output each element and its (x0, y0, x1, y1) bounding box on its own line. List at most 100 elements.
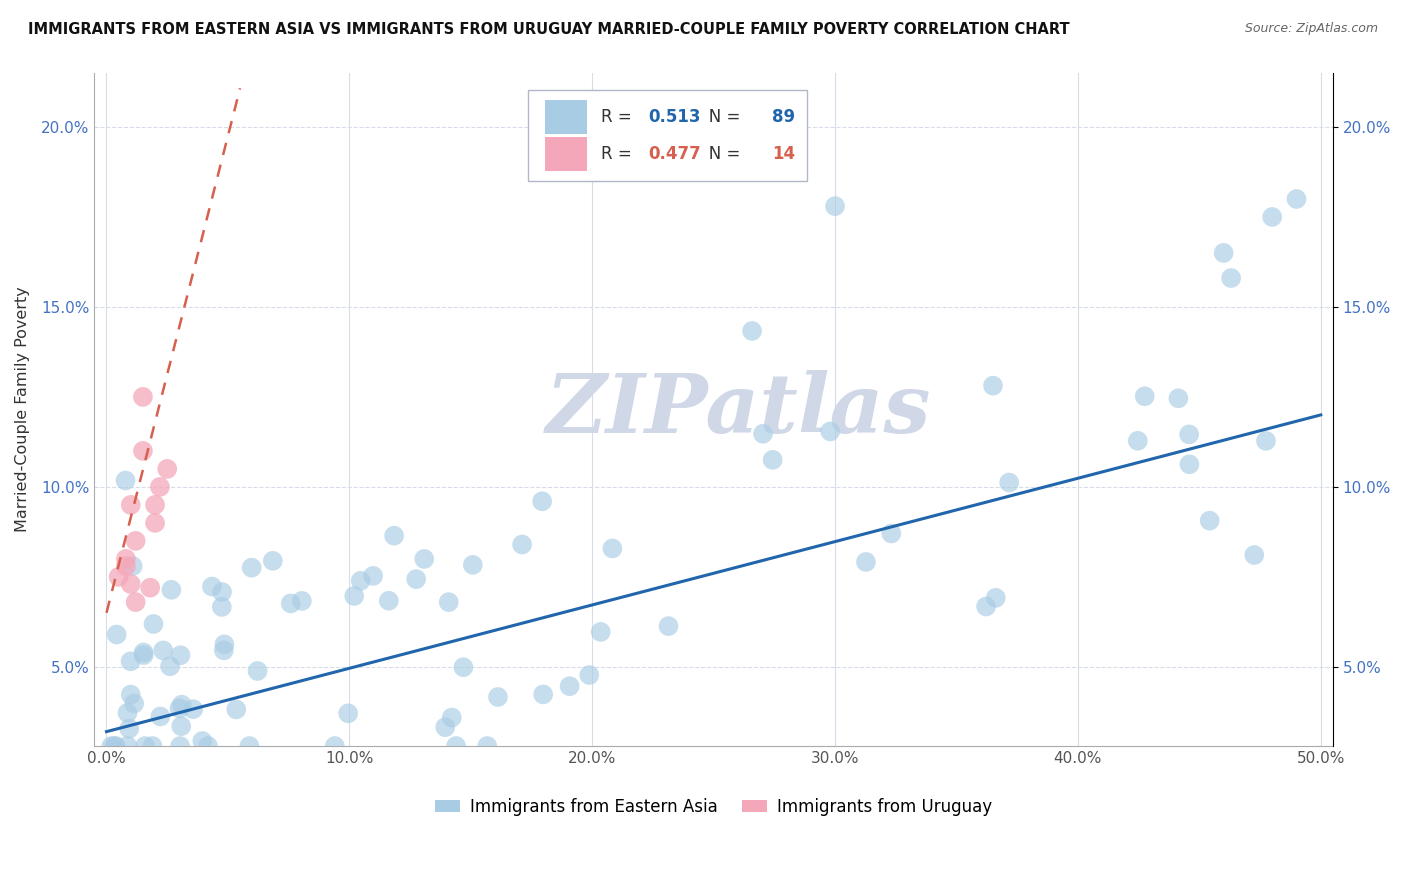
Point (170, 719, 193, 733)
Point (132, 443, 155, 458)
Point (477, 739, 499, 753)
Point (291, 594, 314, 608)
Point (1126, 434, 1149, 448)
Text: Source: ZipAtlas.com: Source: ZipAtlas.com (1244, 22, 1378, 36)
Point (337, 706, 360, 721)
Point (159, 659, 181, 673)
Point (444, 739, 467, 753)
Point (350, 574, 373, 588)
Point (461, 558, 484, 572)
Point (531, 494, 554, 508)
Point (120, 688, 142, 702)
Point (149, 709, 172, 723)
Point (741, 324, 763, 338)
Point (880, 526, 903, 541)
Text: N =: N = (693, 108, 745, 126)
Text: R =: R = (600, 108, 637, 126)
Point (120, 577, 142, 591)
Point (124, 533, 146, 548)
Point (132, 645, 155, 659)
Point (1178, 427, 1201, 442)
Point (280, 596, 302, 610)
Point (1243, 548, 1265, 562)
Point (160, 582, 183, 597)
Point (405, 572, 427, 586)
Point (122, 697, 145, 711)
Point (434, 720, 457, 734)
Point (1167, 392, 1189, 406)
Point (981, 378, 1004, 392)
Text: IMMIGRANTS FROM EASTERN ASIA VS IMMIGRANTS FROM URUGUAY MARRIED-COUPLE FAMILY PO: IMMIGRANTS FROM EASTERN ASIA VS IMMIGRAN… (28, 22, 1070, 37)
Point (120, 498, 142, 512)
Point (361, 569, 384, 583)
Point (118, 722, 141, 736)
Point (211, 599, 233, 614)
Point (169, 701, 191, 715)
Point (453, 660, 475, 674)
Point (824, 199, 846, 213)
Point (115, 552, 138, 566)
Point (1285, 192, 1308, 206)
Point (114, 474, 136, 488)
Point (156, 462, 179, 476)
Point (212, 643, 235, 657)
Point (134, 739, 156, 753)
Point (103, 739, 125, 753)
Text: 89: 89 (772, 108, 794, 126)
Point (413, 552, 436, 566)
Point (132, 390, 155, 404)
Point (1212, 246, 1234, 260)
Point (117, 739, 139, 753)
FancyBboxPatch shape (546, 100, 588, 134)
Point (510, 537, 533, 551)
Point (984, 591, 1007, 605)
Point (657, 619, 679, 633)
Point (169, 739, 191, 753)
Point (170, 698, 193, 712)
Point (820, 425, 842, 439)
Point (107, 570, 129, 584)
Point (1254, 434, 1277, 448)
Point (211, 585, 233, 599)
Point (762, 453, 785, 467)
Point (378, 593, 401, 607)
Point (191, 734, 214, 748)
Text: R =: R = (600, 145, 637, 162)
Text: 0.477: 0.477 (648, 145, 700, 162)
Point (486, 690, 509, 704)
Point (998, 475, 1021, 490)
Point (143, 516, 166, 530)
Point (120, 654, 142, 668)
Point (1178, 458, 1201, 472)
Point (121, 559, 143, 574)
Point (240, 560, 263, 574)
Point (181, 702, 204, 716)
Point (197, 739, 219, 753)
Point (149, 480, 172, 494)
Point (382, 529, 405, 543)
Point (602, 541, 624, 556)
Point (139, 581, 162, 595)
Point (589, 624, 612, 639)
Point (1198, 514, 1220, 528)
Point (142, 617, 165, 632)
Point (143, 498, 166, 512)
Point (141, 739, 163, 753)
Text: N =: N = (693, 145, 745, 162)
Point (214, 637, 236, 651)
Point (531, 687, 554, 701)
Point (238, 739, 260, 753)
Point (343, 589, 366, 603)
Point (437, 595, 460, 609)
Legend: Immigrants from Eastern Asia, Immigrants from Uruguay: Immigrants from Eastern Asia, Immigrants… (427, 791, 1000, 822)
Point (323, 739, 346, 753)
Point (117, 706, 139, 720)
Point (558, 679, 581, 693)
Point (1220, 271, 1243, 285)
Point (104, 739, 127, 753)
Point (578, 668, 600, 682)
Text: ZIPatlas: ZIPatlas (546, 369, 931, 450)
Point (262, 554, 284, 568)
Point (169, 648, 191, 663)
Point (440, 710, 463, 724)
